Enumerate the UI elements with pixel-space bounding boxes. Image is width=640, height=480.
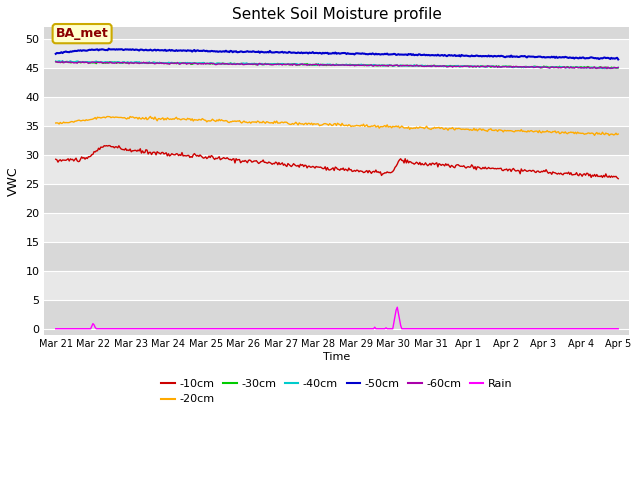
Legend: -10cm, -20cm, -30cm, -40cm, -50cm, -60cm, Rain: -10cm, -20cm, -30cm, -40cm, -50cm, -60cm…: [157, 374, 517, 409]
Bar: [45, 213, 630, 242]
Bar: [45, 97, 630, 126]
Bar: [45, 271, 630, 300]
Bar: [45, 155, 630, 184]
Text: BA_met: BA_met: [56, 27, 109, 40]
Bar: [45, 39, 630, 68]
Bar: [45, 300, 630, 329]
Bar: [45, 68, 630, 97]
X-axis label: Time: Time: [323, 352, 351, 362]
Bar: [45, 242, 630, 271]
Bar: [45, 184, 630, 213]
Y-axis label: VWC: VWC: [7, 166, 20, 196]
Title: Sentek Soil Moisture profile: Sentek Soil Moisture profile: [232, 7, 442, 22]
Bar: [45, 126, 630, 155]
